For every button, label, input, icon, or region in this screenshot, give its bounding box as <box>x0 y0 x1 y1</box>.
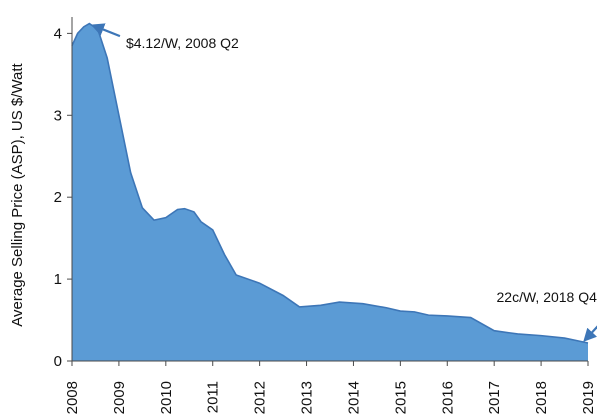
annotation-layer: $4.12/W, 2008 Q2 22c/W, 2018 Q4 <box>90 23 597 342</box>
x-tick-label-2008: 2008 <box>64 381 81 414</box>
x-tick-label-2017: 2017 <box>486 381 503 414</box>
x-tick-label-2014: 2014 <box>345 381 362 414</box>
area-line-series-0 <box>71 22 589 344</box>
x-tick-label-2011: 2011 <box>205 381 222 413</box>
annotation-arrow-0 <box>90 23 121 38</box>
annotation-arrow-1 <box>583 325 597 342</box>
y-tick-label-1: 1 <box>54 271 62 288</box>
axis-layer <box>67 17 589 366</box>
x-tick-label-2012: 2012 <box>252 381 269 414</box>
y-tick-label-0: 0 <box>54 353 62 370</box>
x-tick-label-2013: 2013 <box>299 381 316 414</box>
y-tick-labels: 0 1 2 3 4 <box>54 25 62 370</box>
annotation-label-0: $4.12/W, 2008 Q2 <box>126 35 239 51</box>
x-tick-label-2010: 2010 <box>158 381 175 414</box>
area-fill-series-0 <box>72 23 588 362</box>
y-tick-label-3: 3 <box>54 107 62 124</box>
y-tick-label-2: 2 <box>54 189 62 206</box>
annotation-label-1: 22c/W, 2018 Q4 <box>497 289 597 305</box>
x-tick-label-2016: 2016 <box>439 381 456 414</box>
x-tick-label-2018: 2018 <box>533 381 550 414</box>
x-tick-label-2019: 2019 <box>580 381 597 414</box>
area-layer <box>71 22 589 362</box>
x-tick-label-2015: 2015 <box>392 381 409 414</box>
x-tick-label-2009: 2009 <box>111 381 128 414</box>
y-axis-title: Average Selling Price (ASP), US $/Watt <box>9 62 26 326</box>
y-tick-label-4: 4 <box>54 25 62 42</box>
x-tick-labels: 2008 2009 2010 2011 2012 2013 2014 2015 2016 2017… <box>64 381 597 414</box>
